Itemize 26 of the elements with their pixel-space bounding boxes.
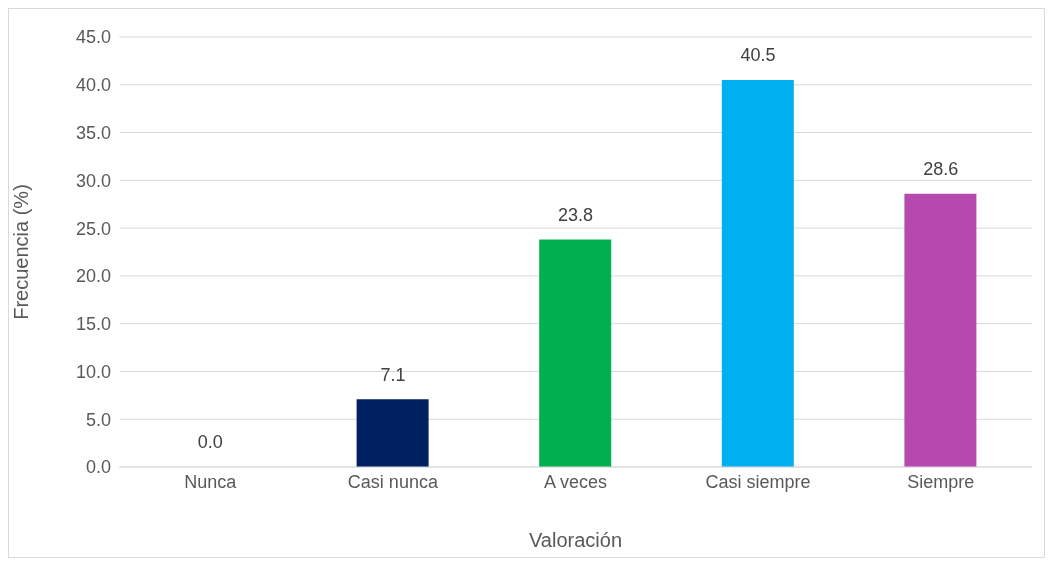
y-tick-label: 20.0: [75, 266, 111, 287]
bar: [356, 399, 429, 467]
x-tick-label: Casi siempre: [705, 471, 811, 492]
y-tick-label: 30.0: [75, 170, 111, 191]
data-label: 0.0: [197, 432, 223, 453]
y-tick-label: 15.0: [75, 314, 111, 335]
y-tick-label: 0.0: [85, 457, 111, 478]
y-tick-label: 25.0: [75, 218, 111, 239]
bar: [539, 239, 612, 467]
x-tick-label: Siempre: [907, 471, 975, 492]
y-tick-label: 10.0: [75, 361, 111, 382]
data-label: 7.1: [380, 364, 406, 385]
y-tick-label: 45.0: [75, 27, 111, 48]
bar: [904, 193, 977, 467]
x-tick-label: Nunca: [184, 471, 238, 492]
data-label: 23.8: [557, 205, 594, 226]
x-tick-label: A veces: [543, 471, 608, 492]
bar: [721, 80, 794, 467]
y-tick-label: 40.0: [75, 75, 111, 96]
data-label: 28.6: [923, 159, 959, 180]
y-tick-label: 5.0: [85, 409, 111, 430]
x-tick-label: Casi nunca: [347, 471, 439, 492]
x-axis-title: Valoración: [528, 529, 623, 551]
y-tick-label: 35.0: [75, 122, 111, 143]
data-label: 40.5: [740, 45, 776, 66]
y-axis-title: Frecuencia (%): [10, 184, 33, 320]
